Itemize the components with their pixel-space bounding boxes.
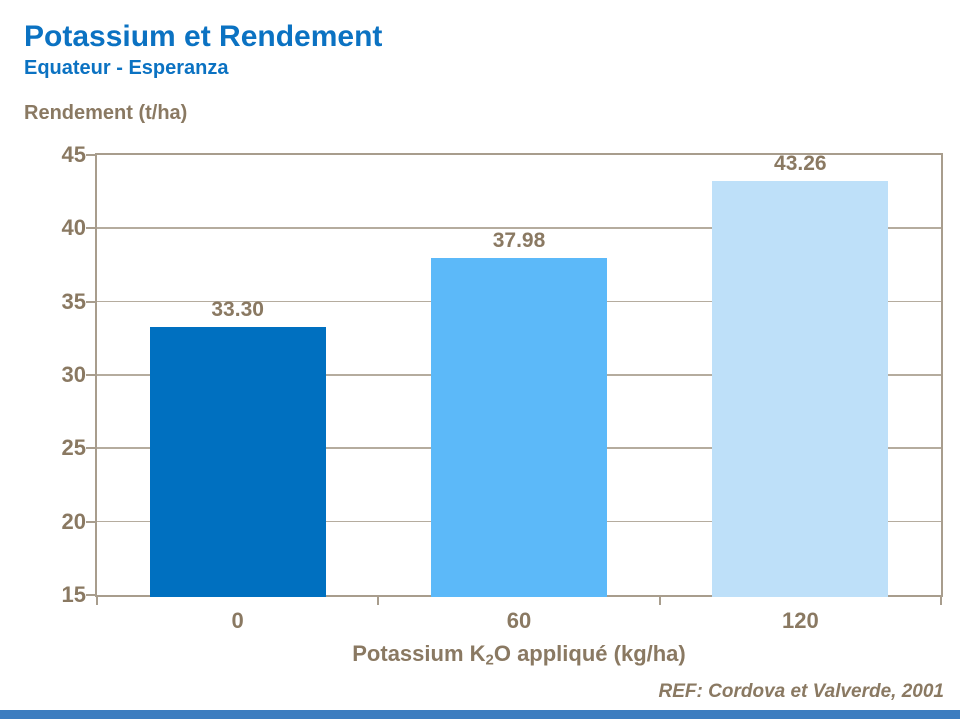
bar-0: [149, 326, 326, 597]
y-tick-label-40: 40: [61, 215, 86, 241]
bar-value-label-0: 33.30: [211, 297, 264, 321]
x-tick-mark-3: [940, 597, 942, 605]
y-tick-mark-20: [86, 520, 95, 523]
y-tick-label-25: 25: [61, 435, 86, 461]
gridline-y-40: [97, 227, 941, 229]
footer-accent-bar: [0, 710, 960, 719]
page-title: Potassium et Rendement: [24, 20, 383, 53]
bar-60: [431, 257, 607, 597]
x-tick-mark-1: [377, 597, 380, 605]
x-category-label-60: 60: [506, 608, 532, 633]
y-tick-label-15: 15: [61, 582, 86, 607]
reference-citation: REF: Cordova et Valverde, 2001: [658, 681, 944, 702]
x-axis-title-subscript: 2: [485, 651, 494, 669]
y-axis-title: Rendement (t/ha): [24, 102, 188, 124]
y-tick-mark-45: [86, 154, 95, 156]
x-category-label-0: 0: [231, 608, 244, 633]
x-axis-title-pre: Potassium K: [352, 641, 486, 666]
y-tick-mark-40: [86, 227, 95, 230]
bar-120: [712, 180, 889, 597]
x-tick-mark-0: [96, 597, 98, 605]
x-category-label-120: 120: [781, 608, 819, 633]
y-tick-mark-15: [86, 594, 95, 596]
x-axis-title-post: O appliqué (kg/ha): [493, 641, 686, 666]
x-axis-title: Potassium K2O appliqué (kg/ha): [219, 641, 819, 669]
y-tick-label-20: 20: [61, 508, 86, 534]
bar-value-label-60: 37.98: [492, 228, 546, 252]
y-tick-mark-25: [86, 447, 95, 450]
y-tick-mark-30: [86, 374, 95, 376]
bar-value-label-120: 43.26: [774, 151, 827, 175]
page-subtitle: Equateur - Esperanza: [24, 57, 229, 79]
y-tick-label-35: 35: [61, 288, 86, 314]
y-tick-label-45: 45: [61, 142, 86, 167]
y-tick-mark-35: [86, 300, 95, 303]
y-tick-label-30: 30: [61, 362, 86, 387]
x-tick-mark-2: [658, 597, 661, 605]
